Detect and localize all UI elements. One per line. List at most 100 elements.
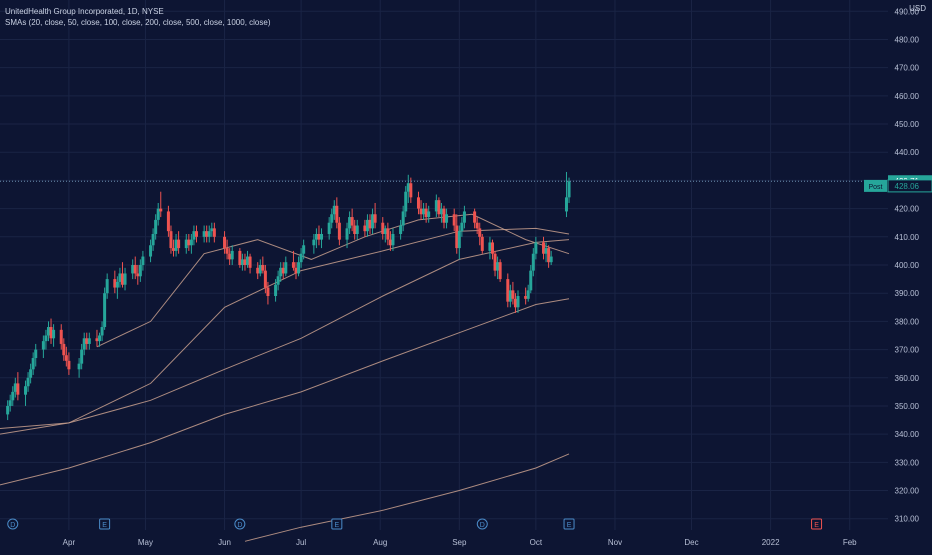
candle-body xyxy=(261,265,265,271)
sma-line xyxy=(0,298,570,486)
candle xyxy=(330,208,334,229)
candle-body xyxy=(409,183,413,198)
candle xyxy=(409,177,413,203)
earnings-marker[interactable]: E xyxy=(331,518,343,530)
candle-body xyxy=(29,369,33,378)
candle xyxy=(547,245,551,268)
candle-body xyxy=(368,219,372,229)
sma-line xyxy=(0,239,570,429)
candle xyxy=(261,256,265,274)
y-tick-label: 390.00 xyxy=(895,289,920,298)
post-price-value: 428.06 xyxy=(895,182,920,191)
dividend-marker[interactable]: D xyxy=(234,518,246,530)
candle-body xyxy=(49,327,53,339)
candle xyxy=(284,256,288,277)
candle xyxy=(353,219,357,240)
candle-body xyxy=(100,327,104,336)
candle-body xyxy=(386,228,390,240)
candle xyxy=(240,253,244,271)
candle xyxy=(368,214,372,234)
candle xyxy=(281,262,285,280)
candle xyxy=(151,228,155,251)
candle xyxy=(544,242,548,263)
candle-body xyxy=(11,391,15,401)
candle xyxy=(506,273,510,308)
y-tick-label: 490.00 xyxy=(895,7,920,16)
currency-label[interactable]: USD xyxy=(909,4,926,13)
candle-body xyxy=(172,248,176,251)
candle-body xyxy=(82,338,86,350)
candle-body xyxy=(187,239,191,246)
candle-body xyxy=(166,211,170,232)
y-tick-label: 310.00 xyxy=(895,515,920,524)
candle-body xyxy=(207,231,211,237)
candle-body xyxy=(138,265,142,277)
candle-body xyxy=(508,290,512,302)
candle-body xyxy=(291,262,295,268)
candle xyxy=(174,233,178,257)
candle xyxy=(258,259,262,277)
candle xyxy=(419,200,423,220)
candle xyxy=(399,219,403,240)
sma-indicator-label[interactable]: SMAs (20, close, 50, close, 100, close, … xyxy=(5,18,271,27)
candle-body xyxy=(371,214,375,229)
candle xyxy=(513,293,517,313)
candle xyxy=(488,236,492,260)
candle xyxy=(345,222,349,249)
candle xyxy=(381,217,385,240)
candle-body xyxy=(159,208,163,212)
earnings-marker[interactable]: E xyxy=(811,518,823,530)
candle-body xyxy=(462,211,466,223)
candle-body xyxy=(564,197,568,212)
candle-body xyxy=(87,338,91,344)
candle xyxy=(391,228,395,251)
candle xyxy=(169,225,173,254)
candle xyxy=(210,222,214,237)
x-tick-label: 2022 xyxy=(762,538,780,547)
candle xyxy=(332,200,336,220)
candle-body xyxy=(13,383,17,392)
candle-body xyxy=(103,293,107,328)
candle xyxy=(437,197,441,218)
candle xyxy=(202,225,206,243)
event-letter: E xyxy=(567,522,572,529)
dividend-marker[interactable]: D xyxy=(7,518,19,530)
grid-lines xyxy=(0,0,888,530)
candle xyxy=(371,208,375,234)
candle xyxy=(238,248,242,268)
candle xyxy=(274,279,278,302)
x-tick-label: Dec xyxy=(684,538,698,547)
candle-body xyxy=(243,259,247,265)
candle-body xyxy=(98,335,102,342)
earnings-marker[interactable]: E xyxy=(99,518,111,530)
dividend-marker[interactable]: D xyxy=(476,518,488,530)
earnings-marker[interactable]: E xyxy=(563,518,575,530)
candle xyxy=(401,205,405,232)
y-tick-label: 440.00 xyxy=(895,148,920,157)
candle xyxy=(452,208,456,232)
y-tick-label: 380.00 xyxy=(895,317,920,326)
candle xyxy=(363,219,367,237)
candle xyxy=(223,231,227,254)
candle-body xyxy=(434,200,438,212)
event-letter: E xyxy=(102,522,107,529)
candle xyxy=(103,287,107,330)
candle-body xyxy=(77,363,81,370)
candle-body xyxy=(422,208,426,215)
candle-body xyxy=(478,228,482,237)
candle-body xyxy=(131,265,135,274)
x-tick-label: Sep xyxy=(452,538,467,547)
candle xyxy=(29,363,33,384)
candle xyxy=(263,265,267,294)
candle xyxy=(475,217,479,234)
candle-body xyxy=(64,355,68,361)
sma-line xyxy=(96,213,570,348)
candle xyxy=(355,219,359,240)
candle-body xyxy=(330,214,334,223)
candle xyxy=(511,281,515,305)
post-tag-label: Post xyxy=(868,184,882,191)
candle-body xyxy=(496,262,500,271)
